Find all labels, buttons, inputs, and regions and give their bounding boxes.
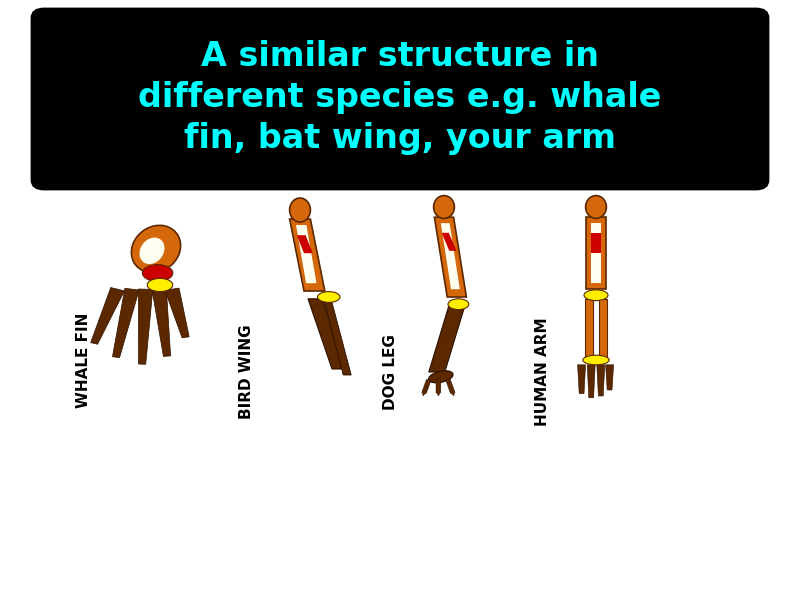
- Ellipse shape: [429, 371, 453, 383]
- Ellipse shape: [586, 196, 606, 218]
- Polygon shape: [113, 288, 139, 358]
- FancyArrow shape: [422, 379, 431, 396]
- Ellipse shape: [139, 238, 165, 264]
- Polygon shape: [442, 233, 457, 251]
- Polygon shape: [606, 365, 614, 390]
- Ellipse shape: [147, 278, 173, 292]
- FancyBboxPatch shape: [32, 9, 768, 189]
- Text: HUMAN ARM: HUMAN ARM: [535, 317, 550, 427]
- Ellipse shape: [318, 292, 340, 302]
- FancyArrow shape: [446, 379, 455, 396]
- Polygon shape: [597, 365, 605, 396]
- Polygon shape: [296, 225, 317, 283]
- Polygon shape: [578, 365, 586, 394]
- Ellipse shape: [582, 355, 610, 365]
- Polygon shape: [165, 288, 189, 338]
- Polygon shape: [429, 306, 465, 372]
- Polygon shape: [138, 289, 153, 364]
- Text: WHALE FIN: WHALE FIN: [77, 313, 91, 407]
- Polygon shape: [591, 233, 601, 253]
- Polygon shape: [599, 299, 607, 357]
- Polygon shape: [324, 300, 351, 375]
- Ellipse shape: [434, 196, 454, 218]
- Ellipse shape: [131, 226, 181, 272]
- Polygon shape: [152, 289, 170, 356]
- Polygon shape: [434, 217, 466, 297]
- Text: DOG LEG: DOG LEG: [383, 334, 398, 410]
- Polygon shape: [297, 235, 313, 253]
- Text: BIRD WING: BIRD WING: [239, 325, 254, 419]
- Ellipse shape: [584, 290, 608, 301]
- Ellipse shape: [142, 265, 173, 281]
- Polygon shape: [290, 219, 325, 291]
- Text: A similar structure in
different species e.g. whale
fin, bat wing, your arm: A similar structure in different species…: [138, 40, 662, 155]
- Polygon shape: [585, 299, 593, 357]
- Polygon shape: [90, 287, 125, 344]
- Polygon shape: [308, 299, 346, 369]
- Polygon shape: [591, 223, 601, 283]
- Polygon shape: [441, 223, 460, 289]
- Polygon shape: [586, 217, 606, 289]
- Ellipse shape: [290, 198, 310, 222]
- FancyArrow shape: [436, 380, 441, 396]
- Ellipse shape: [448, 299, 469, 310]
- Polygon shape: [587, 365, 595, 398]
